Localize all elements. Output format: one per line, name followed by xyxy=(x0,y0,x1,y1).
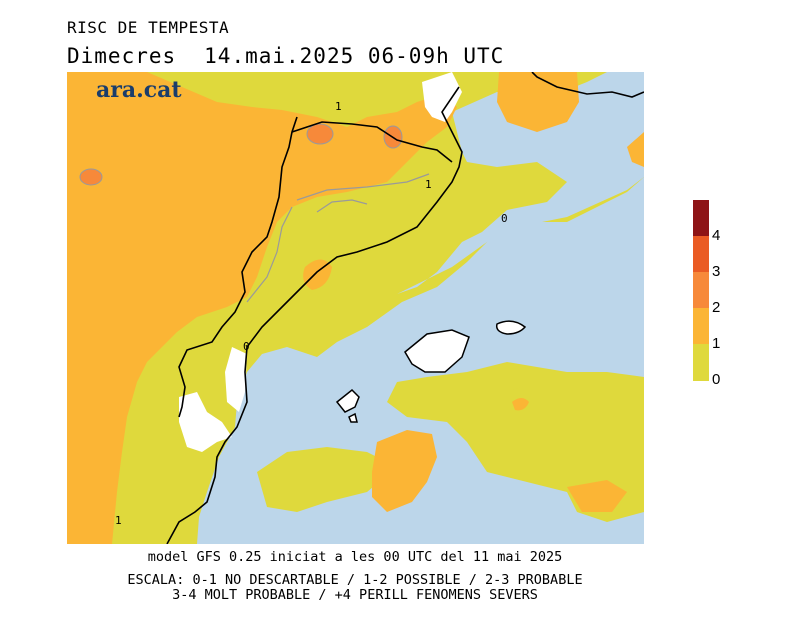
legend-label: 0 xyxy=(712,371,721,388)
island-formentera xyxy=(348,412,358,423)
island-ibiza xyxy=(335,388,360,413)
legend-label: 3 xyxy=(712,263,721,280)
scale-swatch-3-4 xyxy=(693,236,709,272)
scale-swatch-2-3 xyxy=(693,272,709,308)
risk-level-2-3-spot xyxy=(306,123,334,145)
risk-level-1-2-south-blob xyxy=(372,430,437,512)
forecast-time: 14.mai.2025 06-09h UTC xyxy=(204,44,505,68)
model-info: model GFS 0.25 iniciat a les 00 UTC del … xyxy=(147,549,563,565)
sea-area-north xyxy=(397,72,644,294)
coastline xyxy=(166,86,463,544)
contour-label: 1 xyxy=(425,178,432,191)
border-line xyxy=(178,72,644,418)
risk-level-1-2-southeast-blob xyxy=(567,480,627,512)
island-mallorca xyxy=(404,329,470,373)
risk-level-1-2-east-edge xyxy=(627,132,644,167)
color-scale-bar xyxy=(693,200,709,381)
forecast-day: Dimecres xyxy=(67,44,177,68)
contour-label: 0 xyxy=(243,340,250,353)
white-land-west-coast xyxy=(225,347,247,412)
risk-level-1-2-west xyxy=(67,72,457,544)
scale-swatch-4-plus xyxy=(693,200,709,236)
contour-line xyxy=(246,173,430,303)
island-menorca xyxy=(495,320,527,335)
contour-label: 1 xyxy=(335,100,342,113)
white-land-southwest xyxy=(179,392,232,452)
forecast-datetime: Dimecres 14.mai.2025 06-09h UTC xyxy=(67,44,532,68)
risk-level-1-2-small-blob xyxy=(512,398,529,411)
chart-title: RISC DE TEMPESTA xyxy=(67,18,230,37)
land-yellow-south xyxy=(447,372,644,472)
scale-description-line-1: ESCALA: 0-1 NO DESCARTABLE / 1-2 POSSIBL… xyxy=(127,572,583,588)
legend-label: 4 xyxy=(712,227,721,244)
legend-label: 1 xyxy=(712,335,721,352)
scale-swatch-0-1 xyxy=(693,344,709,381)
contour-label: 1 xyxy=(115,514,122,527)
contour-label: 0 xyxy=(501,212,508,225)
risk-level-2-3-spot xyxy=(79,168,103,186)
scale-swatch-1-2 xyxy=(693,308,709,344)
land-yellow-southwest xyxy=(257,447,397,512)
storm-risk-map: 1 1 0 0 1 xyxy=(67,72,644,544)
legend-label: 2 xyxy=(712,299,721,316)
ara-cat-logo: ara.cat xyxy=(96,77,182,103)
white-land-north xyxy=(422,72,462,122)
scale-description-line-2: 3-4 MOLT PROBABLE / +4 PERILL FENOMENS S… xyxy=(172,587,538,603)
